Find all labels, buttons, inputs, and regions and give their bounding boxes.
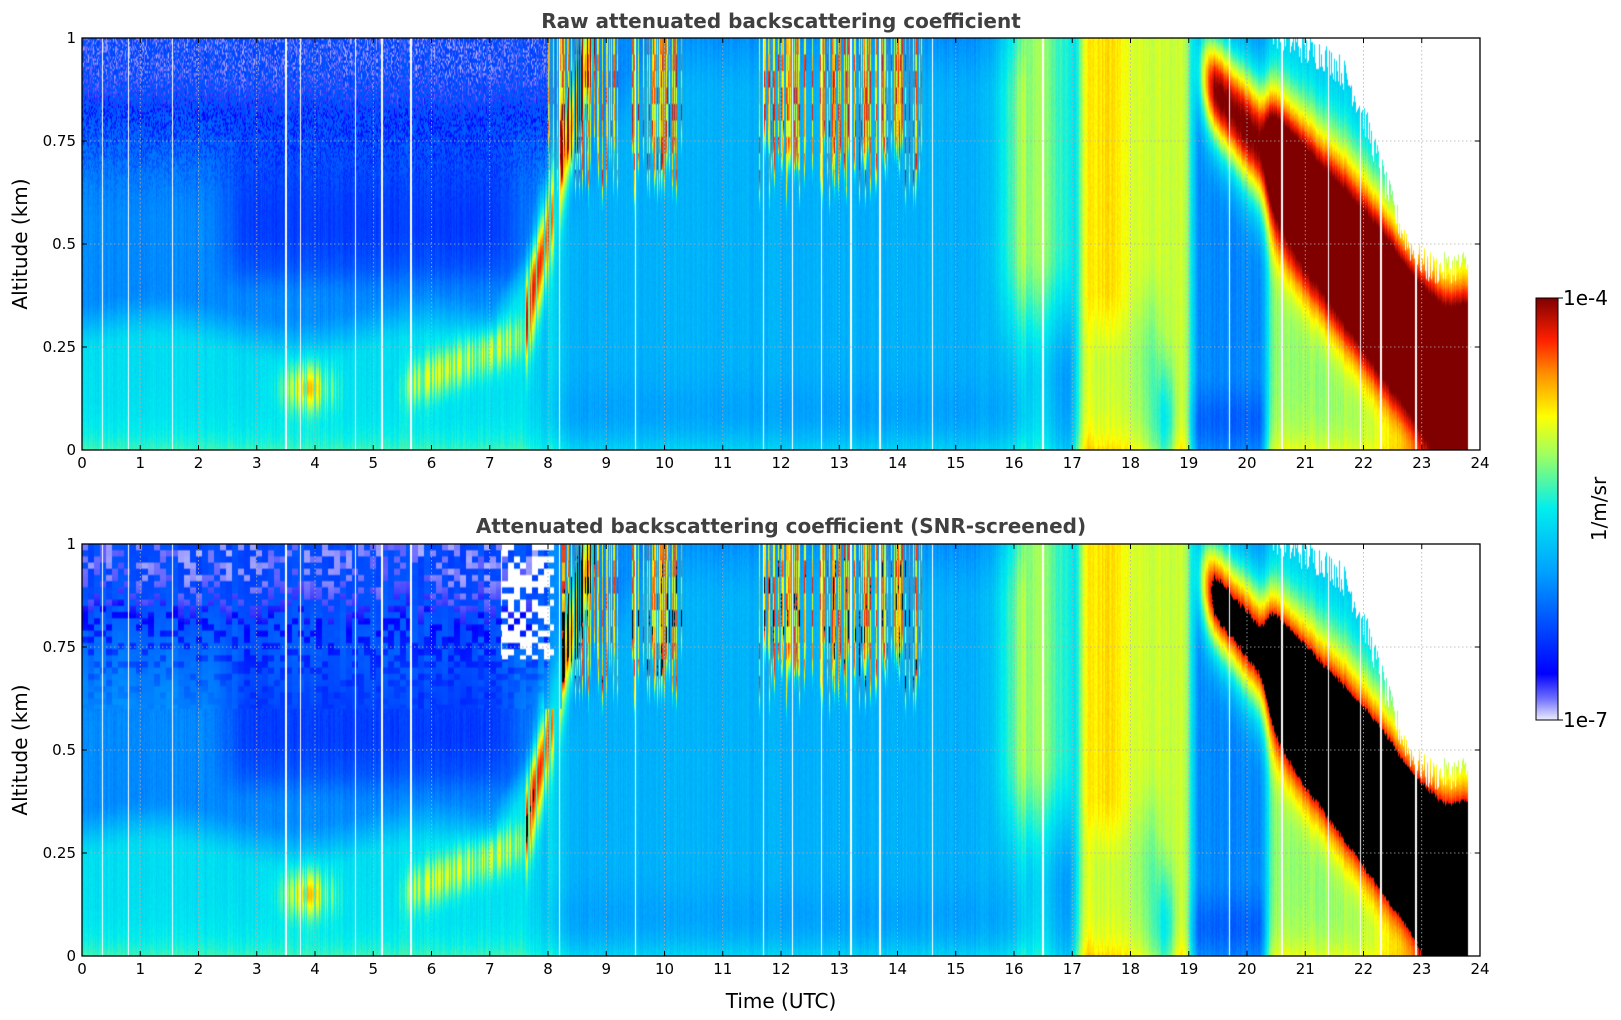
x-tick-label: 12 [771,960,790,978]
x-axis-ticks: 0 1 2 3 4 5 6 7 8 9 10 11 12 13 14 15 16 17 18 19 20 21 22 23 24 [77,38,1490,472]
x-tick-label: 14 [888,960,907,978]
y-tick-label: 0 [66,947,76,965]
x-tick-label: 19 [1179,960,1198,978]
colorbar-label: 1/m/sr [1587,476,1611,541]
x-tick-label: 5 [368,454,378,472]
panel-raw: Raw attenuated backscattering coefficien… [8,9,1490,472]
x-tick-label: 3 [252,454,262,472]
y-axis-label: Altitude (km) [8,684,32,815]
x-tick-label: 0 [77,454,87,472]
x-tick-label: 9 [601,454,611,472]
x-tick-label: 24 [1470,960,1489,978]
x-tick-label: 9 [601,960,611,978]
x-tick-label: 15 [946,454,965,472]
x-tick-label: 11 [713,454,732,472]
y-tick-label: 0.5 [52,235,76,253]
chart-title: Attenuated backscattering coefficient (S… [476,514,1086,538]
grid-lines [82,544,1480,956]
x-tick-label: 5 [368,960,378,978]
chart-title: Raw attenuated backscattering coefficien… [541,9,1021,33]
x-tick-label: 1 [135,960,145,978]
x-tick-label: 19 [1179,454,1198,472]
x-tick-label: 6 [427,454,437,472]
x-tick-label: 2 [194,960,204,978]
x-tick-label: 20 [1237,454,1256,472]
y-axis-ticks: 0 0.25 0.5 0.75 1 [43,535,1480,965]
y-tick-label: 0.25 [43,338,76,356]
x-tick-label: 21 [1296,960,1315,978]
x-tick-label: 23 [1412,454,1431,472]
colorbar-min-label: 1e-7 [1563,708,1608,732]
x-tick-label: 23 [1412,960,1431,978]
x-tick-label: 17 [1063,960,1082,978]
x-tick-label: 7 [485,960,495,978]
x-tick-label: 22 [1354,454,1373,472]
x-tick-label: 18 [1121,960,1140,978]
x-tick-label: 22 [1354,960,1373,978]
y-tick-label: 0.25 [43,844,76,862]
x-tick-label: 15 [946,960,965,978]
x-tick-label: 14 [888,454,907,472]
y-axis-label: Altitude (km) [8,178,32,309]
y-tick-label: 0.5 [52,741,76,759]
x-tick-label: 0 [77,960,87,978]
y-axis-ticks: 0 0.25 0.5 0.75 1 [43,29,1480,459]
x-tick-label: 11 [713,960,732,978]
x-tick-label: 20 [1237,960,1256,978]
y-tick-label: 1 [66,29,76,47]
x-tick-label: 18 [1121,454,1140,472]
y-tick-label: 0 [66,441,76,459]
x-tick-label: 6 [427,960,437,978]
x-tick-label: 16 [1004,454,1023,472]
x-tick-label: 2 [194,454,204,472]
x-tick-label: 13 [830,454,849,472]
colorbar: 1e-4 1e-7 1/m/sr [1535,286,1611,732]
x-tick-label: 12 [771,454,790,472]
x-tick-label: 8 [543,454,553,472]
x-tick-label: 16 [1004,960,1023,978]
x-tick-label: 17 [1063,454,1082,472]
x-tick-label: 7 [485,454,495,472]
x-tick-label: 13 [830,960,849,978]
y-tick-label: 0.75 [43,638,76,656]
x-tick-label: 10 [655,960,674,978]
grid-lines [82,38,1480,450]
y-tick-label: 0.75 [43,132,76,150]
x-tick-label: 4 [310,454,320,472]
x-tick-label: 1 [135,454,145,472]
x-tick-label: 8 [543,960,553,978]
x-tick-label: 4 [310,960,320,978]
y-tick-label: 1 [66,535,76,553]
x-tick-label: 21 [1296,454,1315,472]
colorbar-gradient [1535,297,1559,721]
panel-screened: Attenuated backscattering coefficient (S… [8,514,1490,1013]
colorbar-max-label: 1e-4 [1563,286,1608,310]
x-axis-label: Time (UTC) [725,989,837,1013]
x-tick-label: 3 [252,960,262,978]
x-tick-label: 24 [1470,454,1489,472]
x-axis-ticks: 0 1 2 3 4 5 6 7 8 9 10 11 12 13 14 15 16 17 18 19 20 21 22 23 24 [77,544,1490,978]
x-tick-label: 10 [655,454,674,472]
